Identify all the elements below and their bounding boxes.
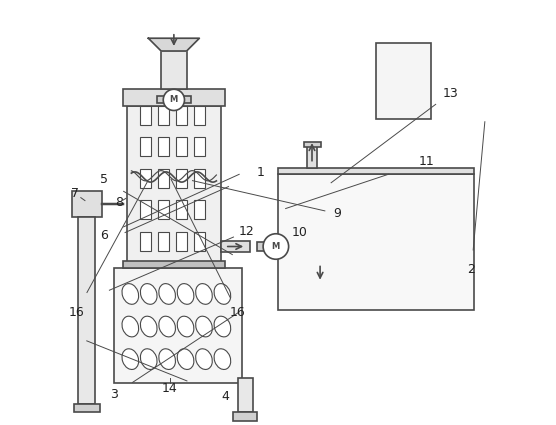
Ellipse shape: [141, 349, 157, 369]
Ellipse shape: [196, 283, 212, 304]
Circle shape: [163, 89, 185, 110]
Text: 7: 7: [71, 187, 79, 200]
Bar: [304, 142, 320, 147]
Ellipse shape: [214, 283, 231, 304]
Bar: [257, 242, 295, 251]
Text: 9: 9: [334, 207, 341, 220]
Text: 6: 6: [100, 230, 108, 242]
Text: 14: 14: [162, 382, 177, 395]
Ellipse shape: [196, 316, 212, 337]
Bar: [161, 51, 187, 89]
Bar: [289, 241, 314, 252]
Text: 13: 13: [442, 87, 458, 100]
Bar: [158, 200, 168, 219]
Bar: [307, 144, 317, 168]
Ellipse shape: [122, 349, 138, 369]
Bar: [278, 168, 474, 174]
Ellipse shape: [177, 349, 194, 369]
Bar: [194, 169, 205, 188]
Ellipse shape: [214, 316, 231, 337]
Bar: [140, 106, 151, 125]
Ellipse shape: [159, 349, 176, 369]
Bar: [176, 137, 187, 156]
Text: 1: 1: [257, 166, 265, 178]
Bar: [176, 232, 187, 251]
Bar: [176, 106, 187, 125]
Ellipse shape: [159, 316, 176, 337]
Bar: [315, 241, 325, 289]
Text: 4: 4: [221, 390, 229, 402]
Polygon shape: [148, 38, 200, 51]
Bar: [140, 169, 151, 188]
Text: 12: 12: [239, 225, 254, 238]
Text: 16: 16: [68, 306, 84, 319]
Ellipse shape: [122, 316, 138, 337]
Ellipse shape: [177, 316, 194, 337]
Ellipse shape: [214, 349, 231, 369]
Bar: [72, 191, 102, 217]
Bar: [194, 232, 205, 251]
Bar: [158, 232, 168, 251]
Ellipse shape: [122, 283, 138, 304]
Bar: [140, 137, 151, 156]
Text: 2: 2: [468, 264, 475, 276]
Bar: [237, 378, 252, 412]
Ellipse shape: [159, 283, 176, 304]
Bar: [123, 89, 225, 106]
Bar: [157, 96, 191, 103]
Bar: [194, 137, 205, 156]
Text: M: M: [272, 242, 280, 251]
Bar: [176, 200, 187, 219]
Ellipse shape: [177, 283, 194, 304]
Bar: [78, 217, 95, 404]
Bar: [140, 200, 151, 219]
Text: M: M: [170, 95, 178, 105]
Ellipse shape: [141, 283, 157, 304]
Bar: [221, 241, 250, 252]
Bar: [158, 137, 168, 156]
Ellipse shape: [196, 349, 212, 369]
Text: 11: 11: [419, 155, 435, 168]
Bar: [127, 106, 221, 264]
Bar: [194, 200, 205, 219]
Text: 16: 16: [230, 306, 246, 319]
Bar: [115, 268, 242, 382]
Text: 8: 8: [115, 196, 123, 209]
Ellipse shape: [141, 316, 157, 337]
Bar: [312, 272, 327, 277]
Bar: [278, 174, 474, 310]
Bar: [234, 412, 257, 421]
Bar: [140, 232, 151, 251]
Text: 3: 3: [111, 388, 118, 401]
Bar: [158, 169, 168, 188]
Text: 10: 10: [291, 226, 307, 239]
Bar: [158, 106, 168, 125]
Bar: [176, 169, 187, 188]
Bar: [376, 42, 431, 119]
Bar: [123, 261, 225, 268]
Bar: [74, 404, 100, 412]
Circle shape: [263, 234, 289, 259]
Text: 5: 5: [100, 173, 108, 186]
Bar: [194, 106, 205, 125]
